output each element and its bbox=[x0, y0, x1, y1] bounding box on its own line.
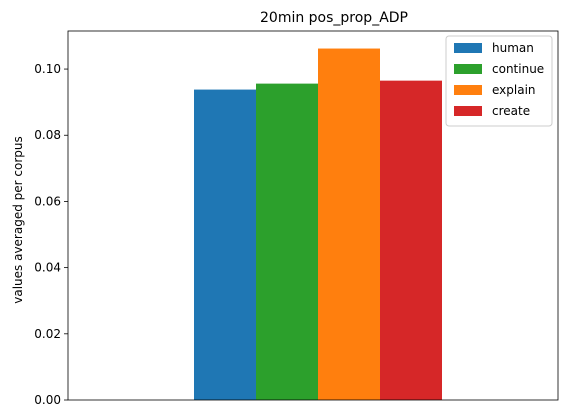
legend-swatch-create bbox=[454, 106, 482, 116]
bar-create bbox=[380, 80, 442, 400]
bar-explain bbox=[318, 48, 380, 400]
legend-swatch-human bbox=[454, 43, 482, 53]
y-tick-label: 0.08 bbox=[34, 128, 61, 142]
legend-label-continue: continue bbox=[492, 62, 544, 76]
legend-swatch-continue bbox=[454, 64, 482, 74]
chart-title: 20min pos_prop_ADP bbox=[260, 10, 408, 26]
y-tick-label: 0.02 bbox=[34, 327, 61, 341]
y-axis: 0.00 0.02 0.04 0.06 0.08 0.10 bbox=[34, 62, 68, 407]
legend-box bbox=[445, 35, 553, 127]
bars-group bbox=[194, 48, 442, 401]
y-tick-label: 0.04 bbox=[34, 261, 61, 275]
y-tick-label: 0.06 bbox=[34, 194, 61, 208]
legend: human continue explain create bbox=[445, 35, 553, 127]
bar-continue bbox=[256, 83, 318, 401]
legend-label-human: human bbox=[492, 41, 534, 55]
bar-human bbox=[194, 89, 256, 400]
y-axis-label: values averaged per corpus bbox=[11, 136, 25, 304]
legend-swatch-explain bbox=[454, 85, 482, 95]
y-tick-label: 0.10 bbox=[34, 62, 61, 76]
plot-frame bbox=[67, 30, 559, 401]
legend-label-explain: explain bbox=[492, 83, 536, 97]
y-tick-label: 0.00 bbox=[34, 393, 61, 407]
legend-label-create: create bbox=[492, 104, 530, 118]
